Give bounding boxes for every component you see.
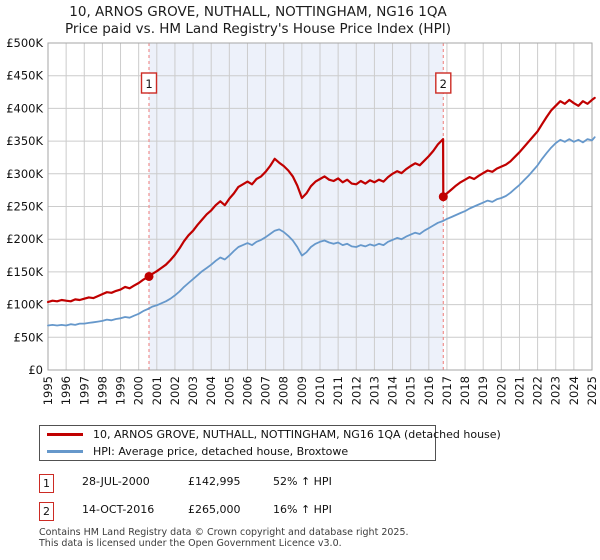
transaction-1-date: 28-JUL-2000 bbox=[82, 475, 150, 488]
hpi-line-swatch bbox=[47, 449, 83, 453]
x-axis-label: 1997 bbox=[77, 376, 91, 405]
x-axis-label: 2014 bbox=[386, 376, 400, 405]
transaction-2-marker: 2 bbox=[39, 502, 54, 521]
y-axis-label: £250K bbox=[6, 200, 43, 214]
sale-marker-box-2 bbox=[435, 72, 452, 94]
price-history-chart: 1 2 £0 £50K £100K £150K £200K £250K £300K £350K £4… bbox=[6, 36, 599, 405]
y-axis-label: £400K bbox=[6, 101, 43, 115]
footer-line-2: This data is licensed under the Open Gov… bbox=[39, 537, 342, 549]
legend-label-hpi: HPI: Average price, detached house, Brox… bbox=[93, 444, 349, 458]
x-axis-label: 2000 bbox=[132, 376, 146, 405]
legend-item-property: 10, ARNOS GROVE, NUTHALL, NOTTINGHAM, NG… bbox=[40, 427, 501, 443]
license-footer: Contains HM Land Registry data © Crown c… bbox=[39, 527, 409, 549]
y-axis-label: £100K bbox=[6, 298, 43, 312]
sale-point-dot-1 bbox=[144, 271, 154, 281]
x-axis-label: 1999 bbox=[114, 376, 128, 405]
footer-line-1: Contains HM Land Registry data © Crown c… bbox=[39, 527, 409, 538]
x-axis-label: 2003 bbox=[186, 376, 200, 405]
transaction-1-price: £142,995 bbox=[188, 475, 241, 488]
x-axis-label: 2009 bbox=[295, 376, 309, 405]
x-axis-label: 2006 bbox=[240, 376, 254, 405]
property-line-swatch bbox=[47, 433, 83, 437]
x-axis-label: 2024 bbox=[567, 376, 581, 405]
x-axis-label: 2022 bbox=[531, 376, 545, 405]
y-axis-label: £450K bbox=[6, 69, 43, 83]
y-axis-label: £0 bbox=[28, 363, 43, 377]
transaction-2-price: £265,000 bbox=[188, 503, 241, 516]
x-axis-label: 2013 bbox=[367, 376, 381, 405]
x-axis-label: 2001 bbox=[150, 376, 164, 405]
x-axis-label: 2018 bbox=[458, 376, 472, 405]
x-axis-label: 2008 bbox=[277, 376, 291, 405]
x-axis-label: 2004 bbox=[204, 376, 218, 405]
transaction-2-hpi-delta: 16% ↑ HPI bbox=[273, 503, 332, 516]
x-axis-label: 2010 bbox=[313, 376, 327, 405]
x-axis-label: 2002 bbox=[168, 376, 182, 405]
transaction-2-date: 14-OCT-2016 bbox=[82, 503, 155, 516]
transaction-1-marker: 1 bbox=[39, 474, 54, 493]
x-axis-label: 2021 bbox=[512, 376, 526, 405]
page-title: 10, ARNOS GROVE, NUTHALL, NOTTINGHAM, NG… bbox=[69, 4, 447, 20]
y-axis-label: £150K bbox=[6, 265, 43, 279]
sale-point-dot-2 bbox=[438, 192, 448, 202]
x-axis-label: 2005 bbox=[222, 376, 236, 405]
x-axis-label: 2017 bbox=[440, 376, 454, 405]
x-axis-label: 2015 bbox=[404, 376, 418, 405]
transaction-row-1: 1 28-JUL-2000 £142,995 52% ↑ HPI bbox=[0, 474, 600, 493]
y-axis-label: £350K bbox=[6, 134, 43, 148]
x-axis-label: 2020 bbox=[494, 376, 508, 405]
x-axis-label: 2011 bbox=[331, 376, 345, 405]
x-axis-label: 2016 bbox=[422, 376, 436, 405]
transaction-1-hpi-delta: 52% ↑ HPI bbox=[273, 475, 332, 488]
y-axis-label: £200K bbox=[6, 232, 43, 246]
page-subtitle: Price paid vs. HM Land Registry's House … bbox=[65, 21, 451, 37]
y-axis-label: £500K bbox=[6, 36, 43, 50]
x-axis-label: 2025 bbox=[585, 376, 599, 405]
x-axis-label: 1995 bbox=[41, 376, 55, 405]
transaction-row-2: 2 14-OCT-2016 £265,000 16% ↑ HPI bbox=[0, 502, 600, 521]
property-price-line bbox=[46, 96, 596, 304]
chart-legend: 10, ARNOS GROVE, NUTHALL, NOTTINGHAM, NG… bbox=[39, 425, 501, 461]
hpi-average-line bbox=[47, 136, 596, 327]
x-axis-label: 2007 bbox=[259, 376, 273, 405]
x-axis-label: 2023 bbox=[549, 376, 563, 405]
sale-marker-number-1: 1 bbox=[145, 77, 152, 91]
legend-item-hpi: HPI: Average price, detached house, Brox… bbox=[40, 443, 435, 459]
y-axis-label: £300K bbox=[6, 167, 43, 181]
sale-marker-number-2: 2 bbox=[440, 77, 447, 91]
x-axis-label: 2019 bbox=[476, 376, 490, 405]
legend-label-property: 10, ARNOS GROVE, NUTHALL, NOTTINGHAM, NG… bbox=[93, 428, 501, 442]
sale-marker-box-1 bbox=[140, 72, 158, 94]
plot-border bbox=[47, 42, 593, 371]
x-axis-label: 1996 bbox=[59, 376, 73, 405]
y-axis-label: £50K bbox=[14, 330, 44, 344]
x-axis-label: 2012 bbox=[349, 376, 363, 405]
x-axis-label: 1998 bbox=[95, 376, 109, 405]
